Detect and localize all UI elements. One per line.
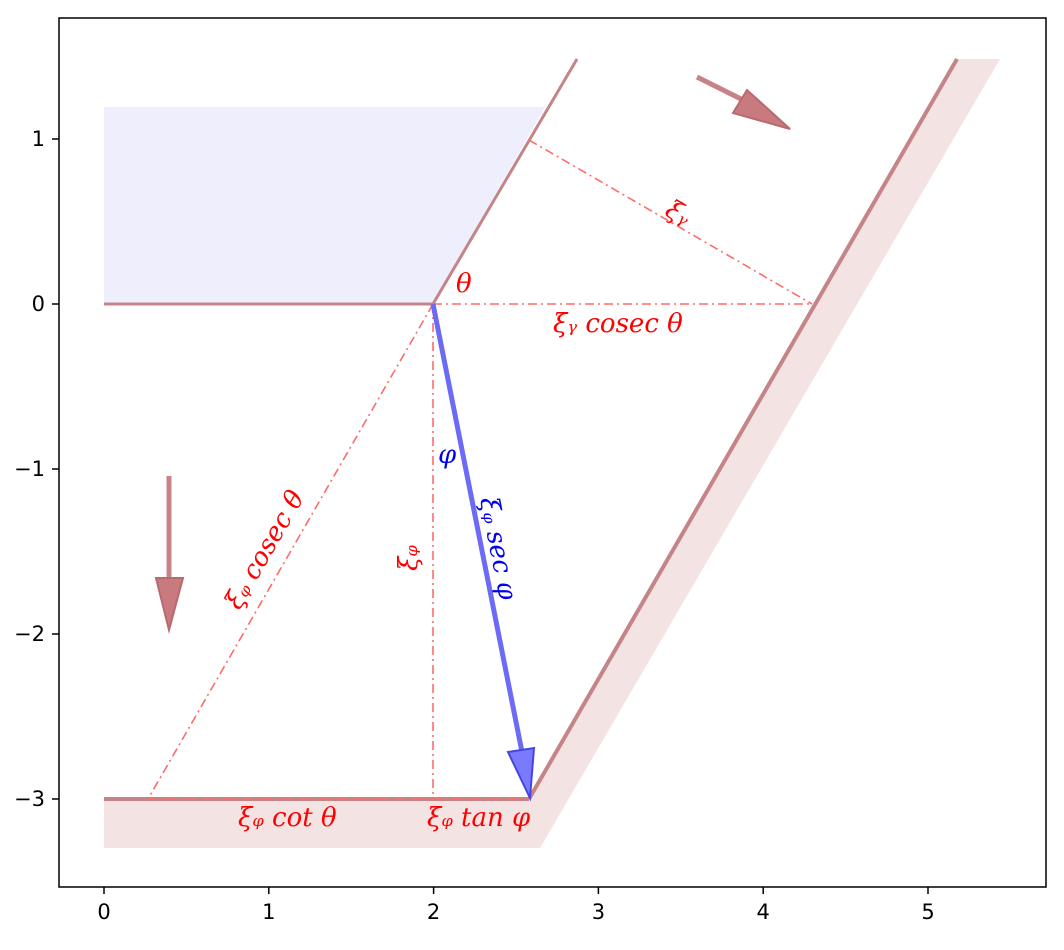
xi-z-cot-label: ξᵩ cot θ <box>238 803 337 833</box>
phi-label: φ <box>438 440 457 470</box>
xi-z-cosec-label: ξᵩ cosec θ <box>219 485 311 614</box>
y-tick-label: −2 <box>14 622 45 646</box>
y-tick-label: −1 <box>14 457 45 481</box>
x-tick-label: 2 <box>427 900 440 924</box>
x-tick-label: 3 <box>592 900 605 924</box>
y-tick-label: −3 <box>14 787 45 811</box>
xi-z-tan-label: ξᵩ tan φ <box>427 803 531 833</box>
x-tick-label: 0 <box>97 900 110 924</box>
xi-z-label: ξᵩ <box>394 545 424 571</box>
lower-slope-boundary <box>527 57 959 801</box>
y-tick-label: 1 <box>32 127 45 151</box>
xi-y-cosec-label: ξᵧ cosec θ <box>553 309 683 339</box>
xi-y-perpendicular-line <box>528 139 813 305</box>
theta-label: θ <box>456 269 472 299</box>
xi-z-cosec-line <box>147 303 434 800</box>
construction-lines <box>147 139 813 800</box>
xi-z-sec-vector-head <box>506 746 536 802</box>
y-tick-label: 0 <box>32 292 45 316</box>
plot-frame <box>58 17 1047 888</box>
x-tick-label: 4 <box>757 900 770 924</box>
xi-z-sec-vector-shaft <box>430 303 525 753</box>
x-tick-label: 5 <box>921 900 934 924</box>
xi-y-label: ξᵧ <box>660 194 696 232</box>
flow-arrow-down <box>154 476 185 634</box>
upper-slope-boundary <box>431 58 579 305</box>
x-tick-label: 1 <box>262 900 275 924</box>
y-axis-ticks: 1 0 −1 −2 −3 <box>14 127 59 811</box>
upper-shaded-region <box>104 107 545 304</box>
flow-arrow-right <box>695 74 791 130</box>
x-axis-ticks: 0 1 2 3 4 5 <box>97 887 935 924</box>
